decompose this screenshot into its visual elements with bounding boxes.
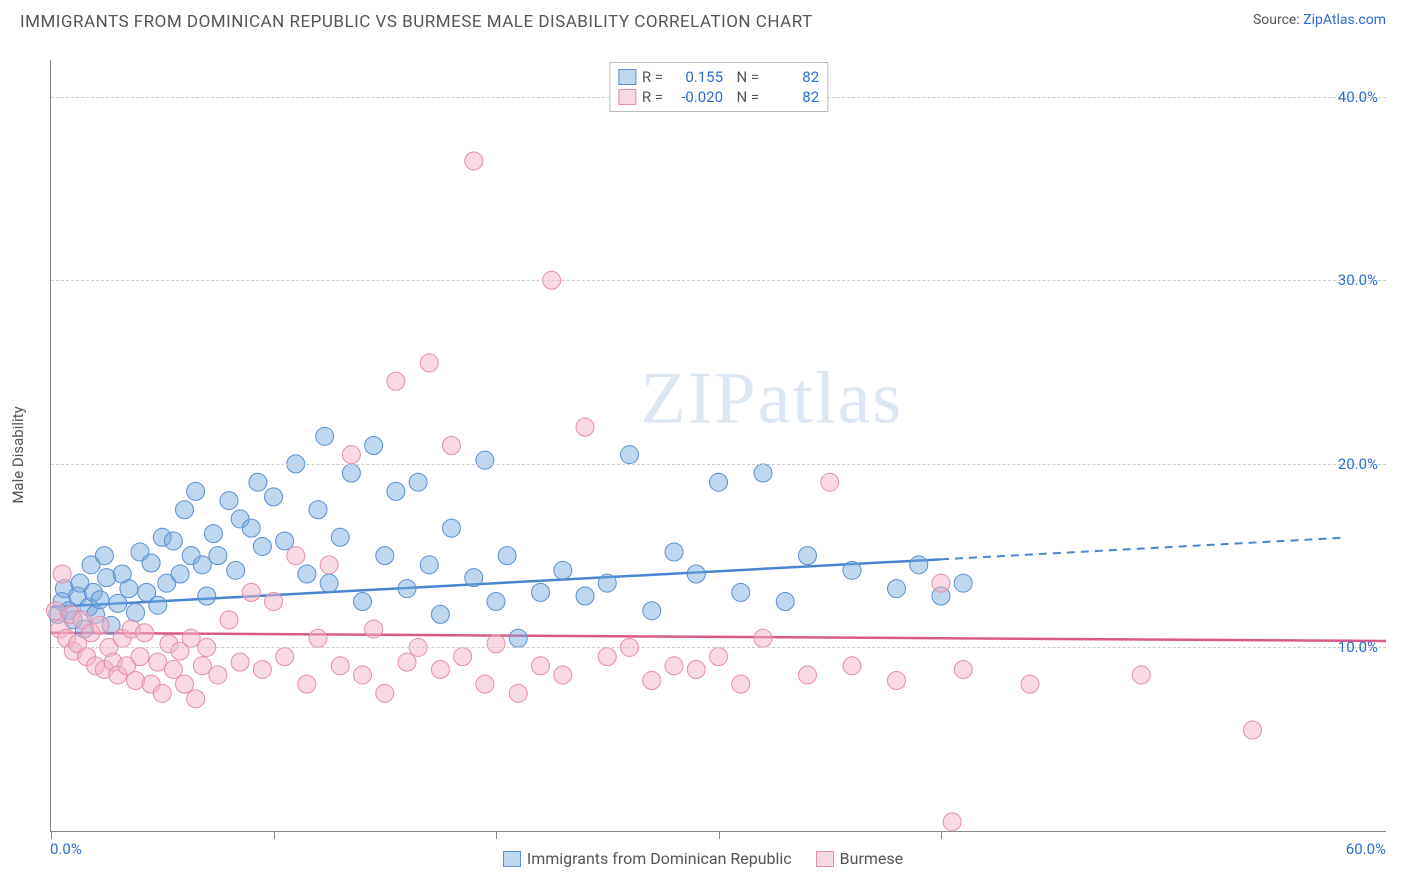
series-name-0: Immigrants from Dominican Republic: [527, 849, 792, 868]
swatch-series-0: [618, 69, 636, 85]
legend-row-series-0: R = 0.155 N = 82: [618, 67, 819, 87]
n-value-1: 82: [765, 88, 819, 106]
chart-title: IMMIGRANTS FROM DOMINICAN REPUBLIC VS BU…: [20, 12, 813, 32]
swatch-bottom-1: [816, 851, 834, 867]
plot-area: ZIPatlas R = 0.155 N = 82 R = -0.020 N =…: [50, 60, 1386, 832]
correlation-legend: R = 0.155 N = 82 R = -0.020 N = 82: [609, 62, 828, 112]
r-value-1: -0.020: [669, 88, 723, 106]
legend-item-0: Immigrants from Dominican Republic: [503, 849, 792, 868]
series-legend: Immigrants from Dominican Republic Burme…: [0, 849, 1406, 868]
watermark: ZIPatlas: [641, 357, 904, 442]
source-link[interactable]: ZipAtlas.com: [1303, 12, 1386, 28]
regression-lines: [51, 60, 1386, 831]
legend-row-series-1: R = -0.020 N = 82: [618, 87, 819, 107]
legend-item-1: Burmese: [816, 849, 903, 868]
series-name-1: Burmese: [840, 849, 903, 868]
source-attribution: Source: ZipAtlas.com: [1253, 12, 1386, 28]
swatch-series-1: [618, 89, 636, 105]
chart-container: ZIPatlas R = 0.155 N = 82 R = -0.020 N =…: [50, 60, 1386, 832]
n-value-0: 82: [765, 68, 819, 86]
swatch-bottom-0: [503, 851, 521, 867]
scatter-points: [51, 60, 1386, 831]
y-axis-label: Male Disability: [9, 406, 27, 503]
r-value-0: 0.155: [669, 68, 723, 86]
